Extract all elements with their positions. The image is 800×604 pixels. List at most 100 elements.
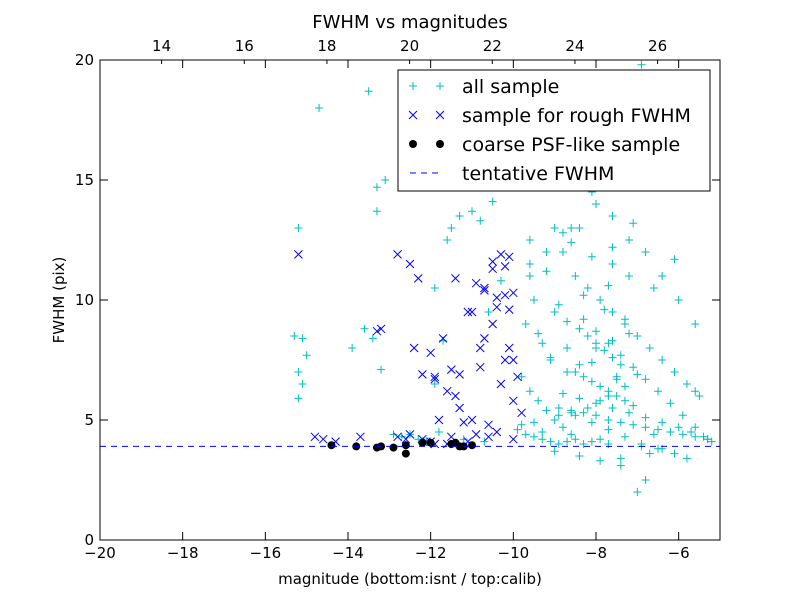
all-sample-point <box>550 224 559 232</box>
all-sample-point <box>546 356 555 364</box>
all-sample-point <box>521 430 530 439</box>
all-sample-point <box>670 368 679 376</box>
all-sample-point <box>658 272 667 280</box>
all-sample-point <box>468 207 476 216</box>
all-sample-point <box>579 408 588 417</box>
legend-marker <box>436 140 444 148</box>
all-sample-point <box>666 399 675 408</box>
rough-fwhm-point <box>492 302 502 312</box>
all-sample-point <box>372 183 381 192</box>
all-sample-point <box>525 387 534 396</box>
all-sample-point <box>608 308 617 316</box>
all-sample-point <box>360 324 369 333</box>
all-sample-point <box>583 404 592 412</box>
all-sample-point <box>600 305 609 314</box>
legend-rough-fwhm: sample for rough FWHM <box>408 105 691 127</box>
all-sample-point <box>674 296 683 304</box>
legend-tentative-fwhm: tentative FWHM <box>410 163 614 185</box>
rough-fwhm-point <box>500 355 510 365</box>
x-axis-label: magnitude (bottom:isnt / top:calib) <box>278 570 542 588</box>
all-sample-point <box>563 344 572 352</box>
all-sample-point <box>658 418 667 427</box>
legend-coarse-psf: coarse PSF-like sample <box>409 134 680 156</box>
y-tick-label: 15 <box>75 171 94 189</box>
all-sample-point <box>596 296 605 304</box>
rough-fwhm-point <box>517 408 526 418</box>
rough-fwhm-point <box>467 307 477 317</box>
rough-fwhm-point <box>492 427 502 437</box>
rough-fwhm-point <box>356 432 365 442</box>
all-sample-point <box>294 224 303 232</box>
all-sample-point <box>592 327 600 336</box>
all-sample-point <box>554 404 563 412</box>
all-sample-point <box>298 380 307 388</box>
all-sample-point <box>596 456 605 465</box>
rough-fwhm-point <box>426 348 436 358</box>
all-sample-point <box>567 430 576 439</box>
all-sample-point <box>575 452 584 460</box>
all-sample-point <box>604 387 613 396</box>
x-tick-label: −16 <box>250 544 282 562</box>
all-sample-point <box>682 380 691 388</box>
all-sample-point <box>670 255 679 264</box>
all-sample-point <box>654 425 662 434</box>
top-tick-label: 24 <box>565 37 584 55</box>
rough-fwhm-point <box>484 420 493 430</box>
all-sample-point <box>596 435 605 444</box>
all-sample-point <box>571 435 580 444</box>
x-tick-label: −18 <box>167 544 199 562</box>
rough-fwhm-point <box>401 434 411 444</box>
legend-box <box>397 69 711 192</box>
all-sample-point <box>645 344 654 352</box>
rough-fwhm-point <box>434 415 444 425</box>
rough-fwhm-point <box>467 415 477 425</box>
all-sample-point <box>629 420 638 429</box>
all-sample-point <box>691 432 700 441</box>
all-sample-point <box>592 200 600 208</box>
all-sample-point <box>641 248 650 256</box>
all-sample-point <box>563 317 572 326</box>
all-sample-point <box>633 370 642 379</box>
all-sample-point <box>583 332 592 340</box>
all-sample-point <box>616 351 625 360</box>
rough-fwhm-point <box>488 264 498 274</box>
all-sample-point <box>592 399 600 408</box>
all-sample-point <box>430 380 439 388</box>
rough-fwhm-point <box>496 250 506 259</box>
all-sample-point <box>658 356 667 364</box>
all-sample-point <box>571 368 580 376</box>
all-sample-point <box>641 476 650 484</box>
rough-fwhm-point <box>475 362 485 372</box>
x-tick-label: −14 <box>332 544 364 562</box>
all-sample-point <box>620 315 629 324</box>
all-sample-point <box>430 284 439 292</box>
all-sample-point <box>558 228 567 237</box>
rough-fwhm-point <box>393 432 402 442</box>
all-sample-point <box>587 358 596 367</box>
all-sample-point <box>592 411 600 420</box>
all-sample-point <box>550 416 559 424</box>
legend-all-sample: all sample <box>409 76 559 98</box>
all-sample-point <box>649 430 658 439</box>
all-sample-point <box>699 432 708 441</box>
all-sample-point <box>381 176 390 184</box>
rough-fwhm-point <box>438 334 448 343</box>
top-tick-label: 26 <box>648 37 667 55</box>
all-sample-point <box>612 392 621 400</box>
rough-fwhm-point <box>459 418 469 427</box>
all-sample-point <box>538 435 547 444</box>
all-sample-point <box>575 394 584 403</box>
all-sample-point <box>604 339 613 348</box>
all-sample-point <box>633 488 642 496</box>
all-sample-point <box>620 432 629 441</box>
rough-fwhm-point <box>480 283 489 293</box>
rough-fwhm-point <box>451 274 460 283</box>
all-sample-point <box>447 224 456 232</box>
series-1 <box>294 250 526 449</box>
rough-fwhm-point <box>413 274 423 283</box>
rough-fwhm-point <box>409 343 419 353</box>
all-sample-point <box>571 272 580 280</box>
all-sample-point <box>364 87 373 96</box>
all-sample-point <box>649 284 658 292</box>
